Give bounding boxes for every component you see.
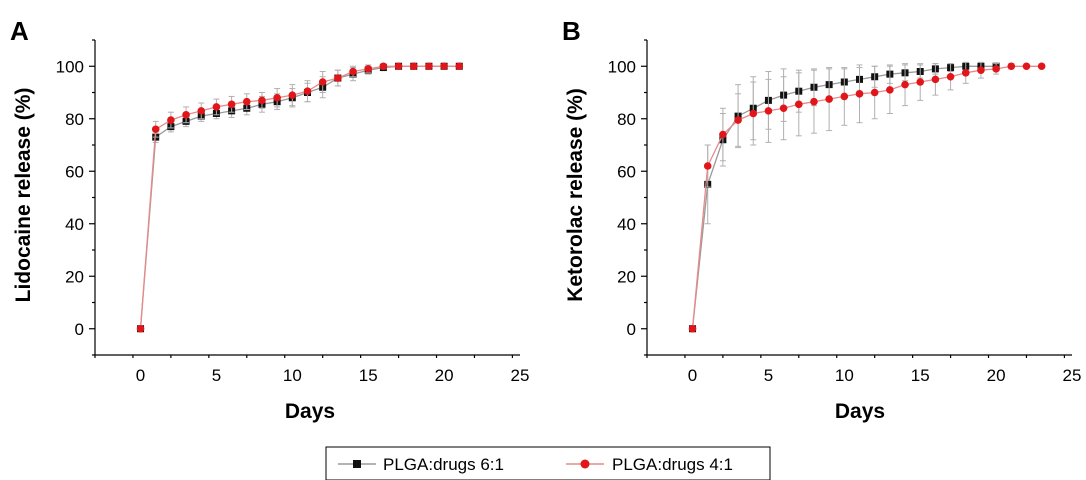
plot-area-b: [688, 61, 1046, 333]
data-point: [425, 62, 433, 71]
axes-b: 0 20 40 60 80 100 0 5 10 15 20 25: [608, 39, 1082, 385]
data-point: [870, 88, 879, 97]
legend-label-4-1: PLGA:drugs 4:1: [612, 455, 733, 474]
data-point: [303, 87, 312, 95]
x-tick-label: 5: [764, 366, 773, 385]
data-point: [840, 92, 849, 101]
chart-panel-b: B Ketorolac release (%) Days 0 20 40 60 80 10…: [562, 16, 1081, 423]
legend-marker-square: [353, 460, 361, 468]
data-point: [1022, 62, 1031, 71]
x-tick-label: 20: [987, 366, 1006, 385]
x-tick-label: 5: [212, 366, 221, 385]
data-point: [703, 162, 712, 170]
x-tick-label: 25: [1063, 366, 1082, 385]
y-tick-label: 40: [617, 215, 636, 234]
data-point: [136, 324, 145, 333]
data-point: [734, 116, 742, 124]
axes-a: 0 20 40 60 80 100 0 5 10 15 20 25: [56, 39, 530, 385]
panel-letter-a: A: [10, 16, 29, 46]
data-point: [167, 116, 175, 124]
legend-box: [325, 446, 771, 480]
y-tick-label: 80: [65, 110, 84, 129]
data-point: [901, 80, 909, 89]
data-point: [719, 130, 727, 139]
x-tick-label: 0: [136, 366, 145, 385]
data-point: [394, 62, 403, 71]
y-tick-label: 100: [56, 57, 84, 76]
x-tick-label: 15: [911, 366, 930, 385]
y-tick-label: 60: [65, 162, 84, 181]
data-point: [855, 90, 864, 98]
data-point: [227, 100, 236, 109]
data-point: [1007, 62, 1016, 71]
y-tick-label: 20: [65, 267, 84, 286]
data-point: [1037, 62, 1046, 71]
x-tick-label: 0: [688, 366, 697, 385]
series-line: [691, 65, 1042, 329]
x-tick-label: 25: [511, 366, 530, 385]
legend: PLGA:drugs 6:1 PLGA:drugs 4:1: [325, 446, 771, 480]
y-axis-title-b: Ketorolac release (%): [564, 88, 587, 302]
panel-letter-b: B: [562, 16, 581, 46]
data-point: [810, 97, 818, 106]
data-point: [273, 93, 281, 102]
data-point: [258, 96, 266, 105]
chart-panel-a: A Lidocaine release (%) Days 0 20 40 60 80 10…: [10, 16, 529, 423]
legend-item-4-1: PLGA:drugs 4:1: [566, 455, 733, 474]
data-point: [151, 125, 160, 134]
series-4-1: [688, 61, 1046, 333]
data-point: [242, 97, 251, 106]
data-point: [364, 65, 373, 73]
data-point: [977, 66, 985, 74]
series-4-1: [136, 62, 464, 333]
data-point: [182, 111, 190, 119]
data-point: [212, 103, 221, 111]
y-tick-label: 80: [617, 110, 636, 129]
legend-label-6-1: PLGA:drugs 6:1: [383, 455, 504, 474]
data-point: [961, 69, 970, 77]
data-point: [749, 109, 758, 118]
legend-item-6-1: PLGA:drugs 6:1: [338, 455, 504, 474]
data-point: [349, 67, 357, 76]
data-point: [440, 62, 448, 71]
data-point: [916, 78, 925, 86]
data-point: [764, 107, 773, 115]
data-point: [794, 100, 803, 109]
x-tick-label: 10: [835, 366, 854, 385]
data-point: [931, 75, 940, 84]
data-point: [825, 95, 833, 103]
data-point: [688, 324, 697, 333]
data-point: [779, 104, 788, 113]
data-point: [334, 74, 342, 82]
y-tick-label: 20: [617, 267, 636, 286]
plot-area-a: [136, 62, 464, 333]
y-tick-label: 0: [627, 320, 636, 339]
series-line: [139, 65, 460, 329]
data-point: [886, 86, 894, 94]
series-6-1: [137, 62, 463, 333]
data-point: [288, 91, 297, 99]
y-tick-label: 100: [608, 57, 636, 76]
x-axis-title-a: Days: [285, 400, 335, 423]
y-tick-label: 60: [617, 162, 636, 181]
data-point: [197, 107, 206, 115]
data-point: [992, 65, 1000, 73]
series-line: [139, 65, 460, 329]
x-tick-label: 20: [435, 366, 454, 385]
legend-marker-circle: [580, 459, 590, 469]
x-tick-label: 10: [283, 366, 302, 385]
data-point: [318, 78, 327, 86]
x-axis-title-b: Days: [835, 400, 885, 423]
data-point: [946, 72, 955, 81]
y-tick-label: 40: [65, 215, 84, 234]
y-tick-label: 0: [75, 320, 84, 339]
data-point: [409, 62, 418, 71]
y-axis-title-a: Lidocaine release (%): [12, 88, 35, 303]
data-point: [379, 62, 388, 71]
data-point: [455, 62, 464, 71]
x-tick-label: 15: [359, 366, 378, 385]
